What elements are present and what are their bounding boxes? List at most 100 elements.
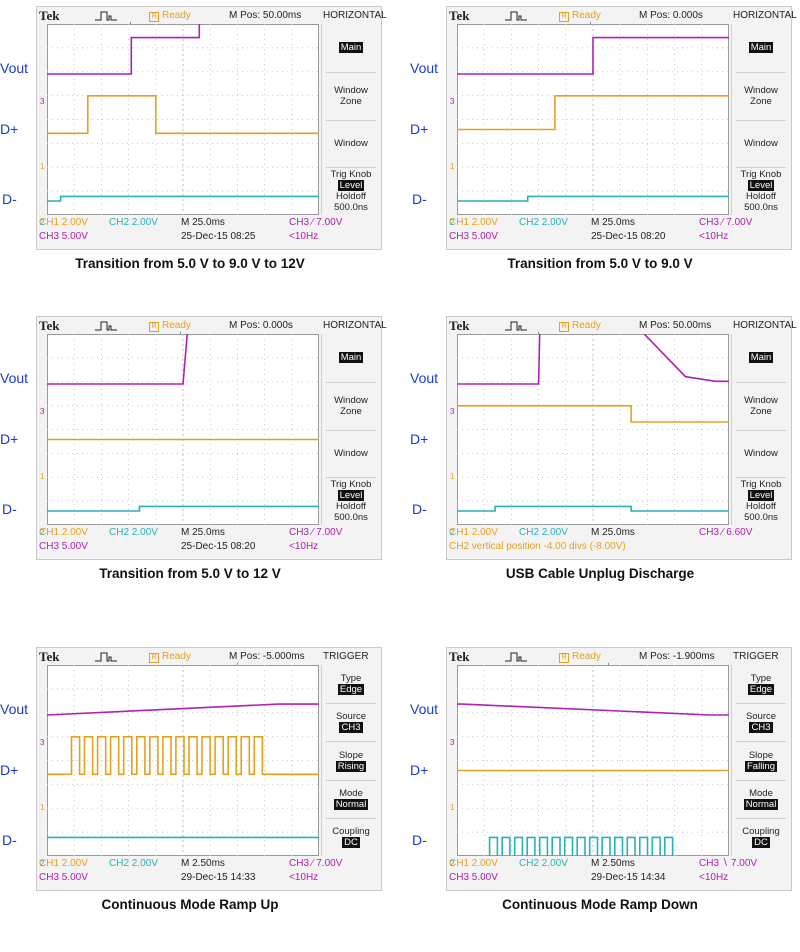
menu-line: Zone xyxy=(732,406,790,417)
menu-label: Type xyxy=(340,673,362,685)
trigger-frequency: <10Hz xyxy=(699,872,729,883)
menu-line: Holdoff xyxy=(732,191,790,202)
scope-header: Tek R Ready M Pos: -1.900ms TRIGGER xyxy=(447,648,791,665)
graticule xyxy=(457,334,729,525)
brand-logo: Tek xyxy=(449,8,470,23)
ch3-scale: CH3 5.00V xyxy=(449,872,498,883)
figure-caption: Transition from 5.0 V to 9.0 V xyxy=(507,256,693,271)
menu-line: Zone xyxy=(322,406,380,417)
menu-line: CH3 xyxy=(322,722,380,734)
menu-item-3[interactable]: Window xyxy=(322,448,380,459)
menu-item-3[interactable]: Slope Falling xyxy=(732,750,790,772)
ch1-ground-marker: 1 xyxy=(450,472,455,481)
ch1-scale: CH1 2.00V xyxy=(39,527,88,538)
ch2-scale: CH2 2.00V xyxy=(519,217,568,228)
menu-line: Level xyxy=(732,490,790,502)
trace-ch3 xyxy=(457,36,729,75)
trace-ch2 xyxy=(47,505,319,512)
menu-label: Source xyxy=(745,711,777,723)
menu-item-4[interactable]: Trig Knob Level Holdoff 500.0ns xyxy=(732,169,790,213)
ready-text: Ready xyxy=(572,320,601,331)
menu-item-5[interactable]: Coupling DC xyxy=(732,826,790,848)
menu-item-2[interactable]: Window Zone xyxy=(322,395,380,417)
menu-item-1[interactable]: Main xyxy=(732,42,790,54)
menu-line: Level xyxy=(322,180,380,192)
menu-line: Slope xyxy=(322,750,380,761)
menu-item-5[interactable]: Coupling DC xyxy=(322,826,380,848)
ch2-ground-marker: 2 xyxy=(40,859,45,868)
menu-label: 500.0ns xyxy=(334,512,368,524)
menu-line: Trig Knob xyxy=(732,479,790,490)
menu-line: Window xyxy=(732,448,790,459)
menu-label: Window xyxy=(334,84,368,96)
menu-label: Zone xyxy=(340,405,362,417)
menu-item-4[interactable]: Mode Normal xyxy=(322,788,380,810)
menu-item-3[interactable]: Window xyxy=(732,448,790,459)
brand-logo: Tek xyxy=(39,649,60,664)
trigger-frequency: <10Hz xyxy=(289,541,319,552)
menu-item-1[interactable]: Main xyxy=(322,352,380,364)
trace-ch3 xyxy=(457,334,729,385)
status-bar: CH1 2.00V CH2 2.00V M 25.0ms CH3 ∕ 7.00V CH3… xyxy=(37,525,381,559)
menu-label: Trig Knob xyxy=(330,169,372,181)
side-menu[interactable]: Main Window Zone Window Trig Knob Level Holdof… xyxy=(731,334,790,525)
menu-line: 500.0ns xyxy=(322,202,380,213)
status-bar: CH1 2.00V CH2 2.00V M 2.50ms CH3 ∖ 7.00V CH3… xyxy=(447,856,791,890)
menu-separator xyxy=(326,477,376,479)
menu-line: Main xyxy=(732,352,790,364)
side-menu[interactable]: Type Edge Source CH3 Slope Rising Mode Normal Co… xyxy=(321,665,380,856)
menu-item-2[interactable]: Source CH3 xyxy=(732,711,790,734)
ch1-scale: CH1 2.00V xyxy=(449,527,498,538)
menu-title: HORIZONTAL xyxy=(323,320,387,331)
menu-item-2[interactable]: Window Zone xyxy=(732,85,790,107)
menu-item-1[interactable]: Type Edge xyxy=(322,673,380,696)
menu-label: Coupling xyxy=(742,825,780,837)
timestamp: 25-Dec-15 08:20 xyxy=(591,231,666,242)
graticule xyxy=(457,665,729,856)
brand-logo: Tek xyxy=(449,649,470,664)
label-d-plus: D+ xyxy=(0,762,19,778)
side-menu[interactable]: Main Window Zone Window Trig Knob Level Holdof… xyxy=(321,24,380,215)
label-d-plus: D+ xyxy=(410,431,429,447)
menu-item-2[interactable]: Window Zone xyxy=(732,395,790,417)
menu-line: Coupling xyxy=(732,826,790,837)
menu-item-4[interactable]: Mode Normal xyxy=(732,788,790,810)
menu-item-2[interactable]: Source CH3 xyxy=(322,711,380,734)
menu-label: Zone xyxy=(750,95,772,107)
menu-label: Zone xyxy=(340,95,362,107)
menu-item-1[interactable]: Main xyxy=(322,42,380,54)
menu-item-2[interactable]: Window Zone xyxy=(322,85,380,107)
side-menu[interactable]: Type Edge Source CH3 Slope Falling Mode Normal C… xyxy=(731,665,790,856)
menu-item-1[interactable]: Main xyxy=(732,352,790,364)
menu-separator xyxy=(326,167,376,169)
menu-item-4[interactable]: Trig Knob Level Holdoff 500.0ns xyxy=(322,479,380,523)
side-menu[interactable]: Main Window Zone Window Trig Knob Level Holdof… xyxy=(321,334,380,525)
trace-ch3 xyxy=(457,703,729,716)
menu-item-4[interactable]: Trig Knob Level Holdoff 500.0ns xyxy=(732,479,790,523)
menu-item-1[interactable]: Type Edge xyxy=(732,673,790,696)
timestamp: 29-Dec-15 14:34 xyxy=(591,872,666,883)
menu-label: Trig Knob xyxy=(740,169,782,181)
label-vout: Vout xyxy=(0,701,29,717)
acquire-icon xyxy=(505,652,527,662)
menu-line: Type xyxy=(322,673,380,684)
menu-selected-value: Main xyxy=(338,42,364,54)
menu-label: 500.0ns xyxy=(744,512,778,524)
menu-item-3[interactable]: Window xyxy=(322,138,380,149)
menu-label: Window xyxy=(744,137,778,149)
menu-item-3[interactable]: Window xyxy=(732,138,790,149)
menu-item-3[interactable]: Slope Rising xyxy=(322,750,380,772)
ready-text: Ready xyxy=(162,10,191,21)
trace-ch2 xyxy=(47,195,319,202)
menu-line: Level xyxy=(732,180,790,192)
menu-separator xyxy=(326,381,376,383)
ch1-ground-marker: 1 xyxy=(40,803,45,812)
menu-line: Window xyxy=(322,138,380,149)
ready-text: Ready xyxy=(162,320,191,331)
menu-line: Window xyxy=(732,85,790,96)
menu-item-4[interactable]: Trig Knob Level Holdoff 500.0ns xyxy=(322,169,380,213)
side-menu[interactable]: Main Window Zone Window Trig Knob Level Holdof… xyxy=(731,24,790,215)
